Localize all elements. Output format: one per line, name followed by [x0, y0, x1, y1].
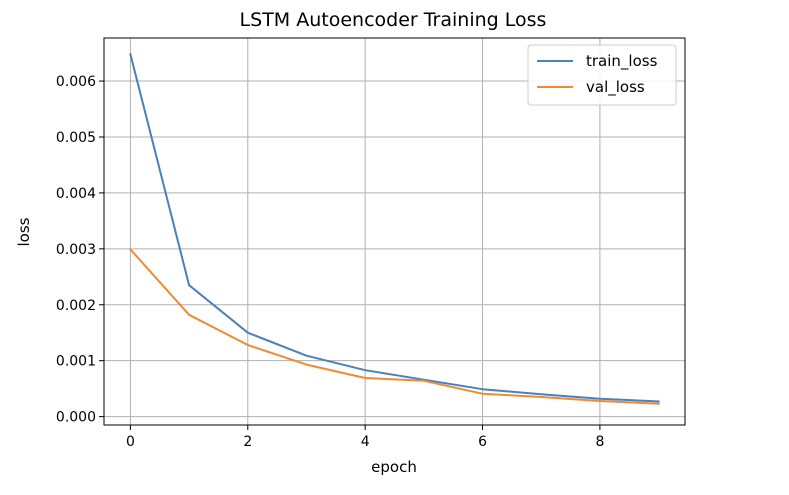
x-tick-label: 0 — [126, 434, 135, 450]
y-tick-label: 0.005 — [56, 130, 96, 146]
series-line-val-loss — [128, 247, 660, 405]
legend-label: val_loss — [586, 78, 645, 97]
x-tick-label: 4 — [361, 434, 370, 450]
y-tick-label: 0.001 — [56, 354, 96, 370]
x-axis-ticks: 0 2 4 6 8 — [126, 425, 604, 450]
series-line-train-loss — [129, 52, 660, 403]
chart-title: LSTM Autoencoder Training Loss — [240, 9, 547, 31]
x-tick-label: 2 — [243, 434, 252, 450]
y-axis-ticks: 0.000 0.001 0.002 0.003 0.004 0.005 0.006 — [56, 74, 104, 426]
y-tick-label: 0.000 — [56, 410, 96, 426]
x-axis-label: epoch — [371, 458, 417, 476]
y-tick-label: 0.003 — [56, 242, 96, 258]
y-tick-label: 0.006 — [56, 74, 96, 90]
series-lines — [128, 52, 660, 405]
grid-lines — [104, 38, 685, 425]
y-axis-label: loss — [15, 217, 33, 246]
y-tick-label: 0.002 — [56, 298, 96, 314]
x-tick-label: 6 — [478, 434, 487, 450]
plot-frame — [103, 37, 686, 426]
y-tick-label: 0.004 — [56, 186, 96, 202]
legend: train_loss val_loss — [527, 44, 677, 106]
legend-label: train_loss — [586, 52, 658, 71]
x-tick-label: 8 — [595, 434, 604, 450]
